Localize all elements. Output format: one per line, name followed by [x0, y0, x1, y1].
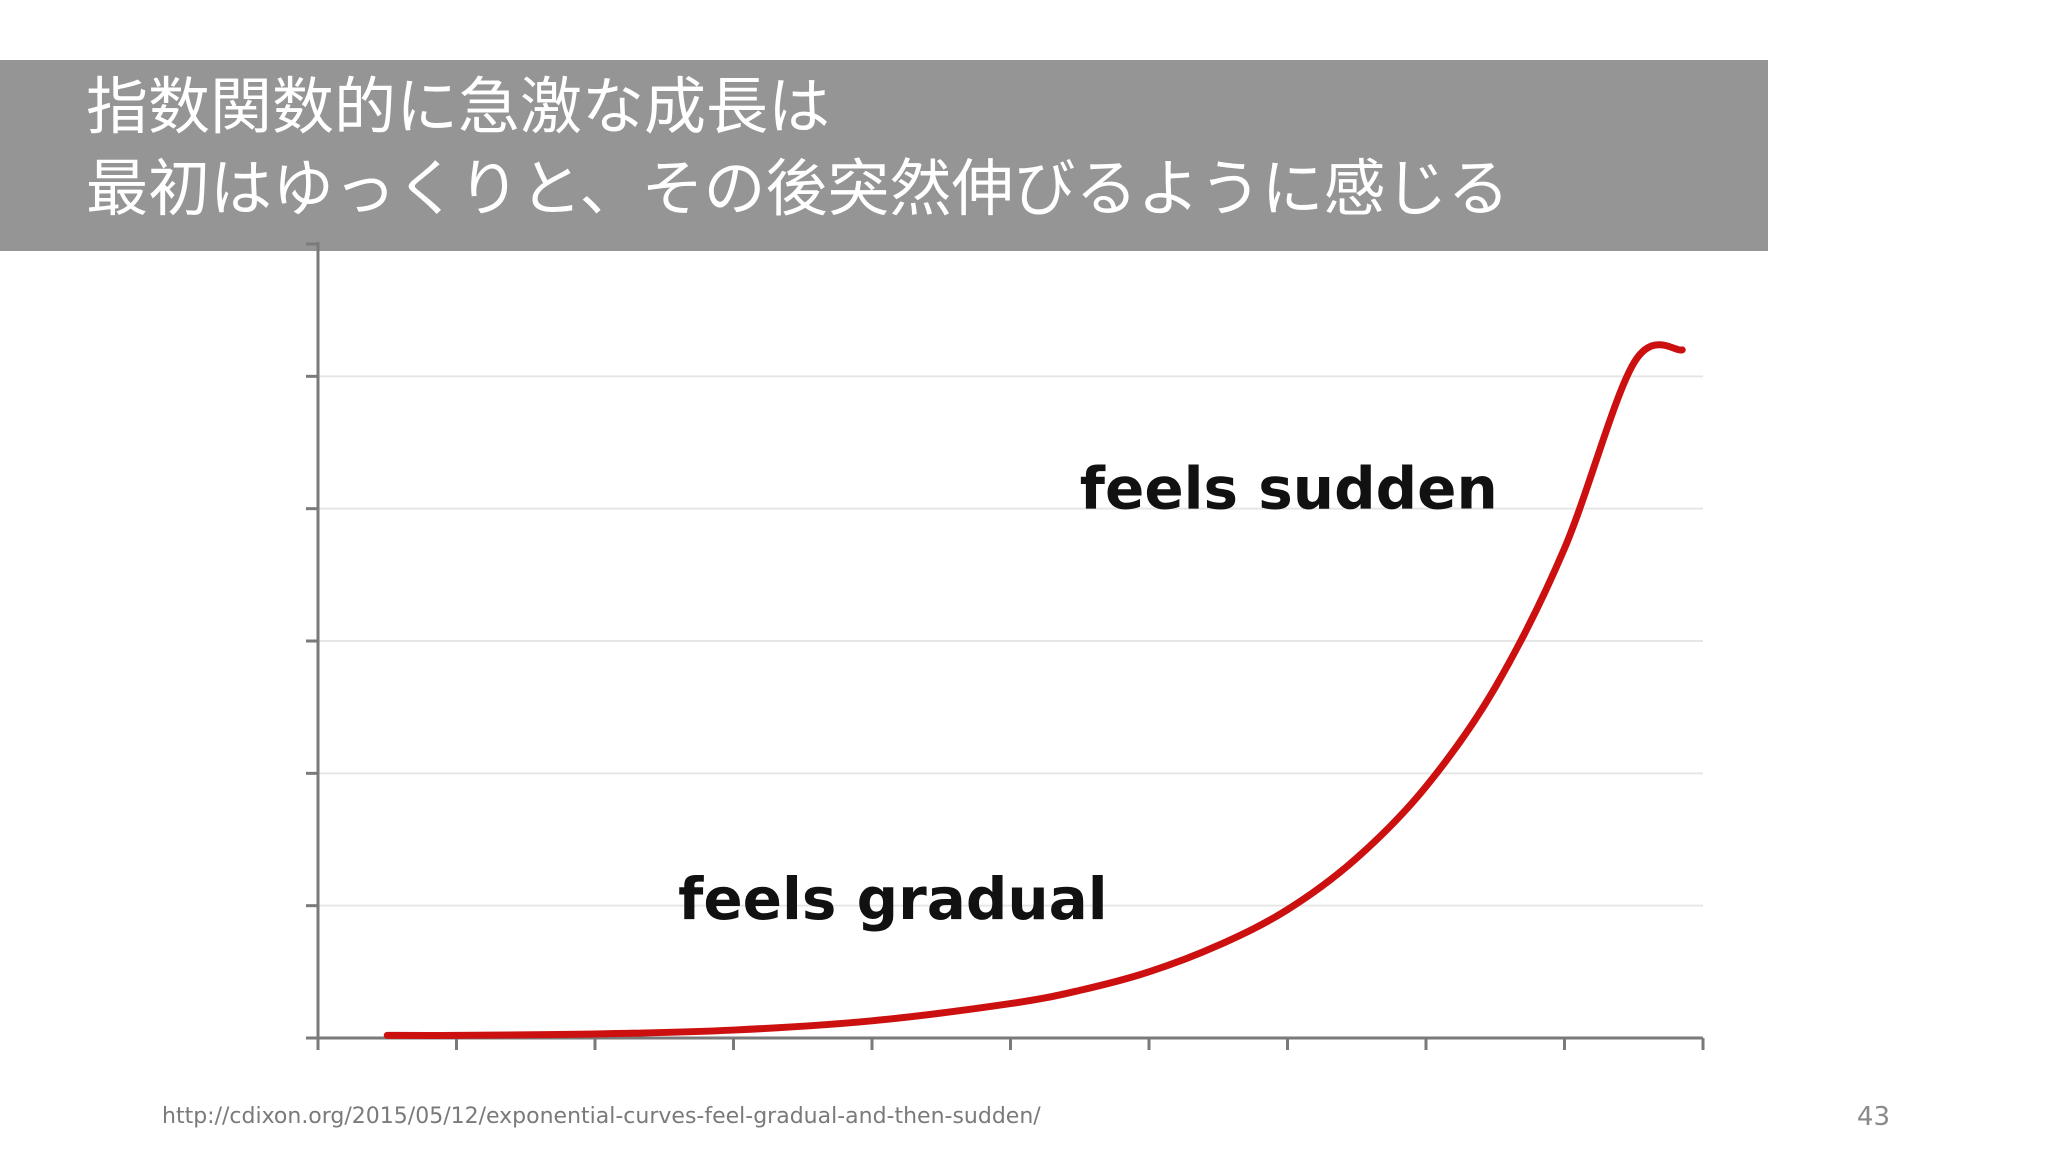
page-number: 43: [1856, 1102, 1890, 1132]
chart-annotations: feels sudden feels gradual: [678, 455, 1498, 933]
series-line: [383, 341, 1686, 1039]
annotation-label: feels sudden: [1080, 455, 1498, 523]
chart-gridlines: [318, 375, 1703, 907]
slide-title-line-2: 最初はゆっくりと、その後突然伸びるように感じる: [86, 152, 1510, 225]
chart-series: [383, 341, 1686, 1039]
slide-title-line-1: 指数関数的に急激な成長は: [86, 70, 831, 143]
title-bar: 指数関数的に急激な成長は 最初はゆっくりと、その後突然伸びるように感じる: [0, 60, 1768, 251]
source-url: http://cdixon.org/2015/05/12/exponential…: [162, 1104, 1041, 1129]
annotation-label: feels gradual: [678, 865, 1108, 933]
